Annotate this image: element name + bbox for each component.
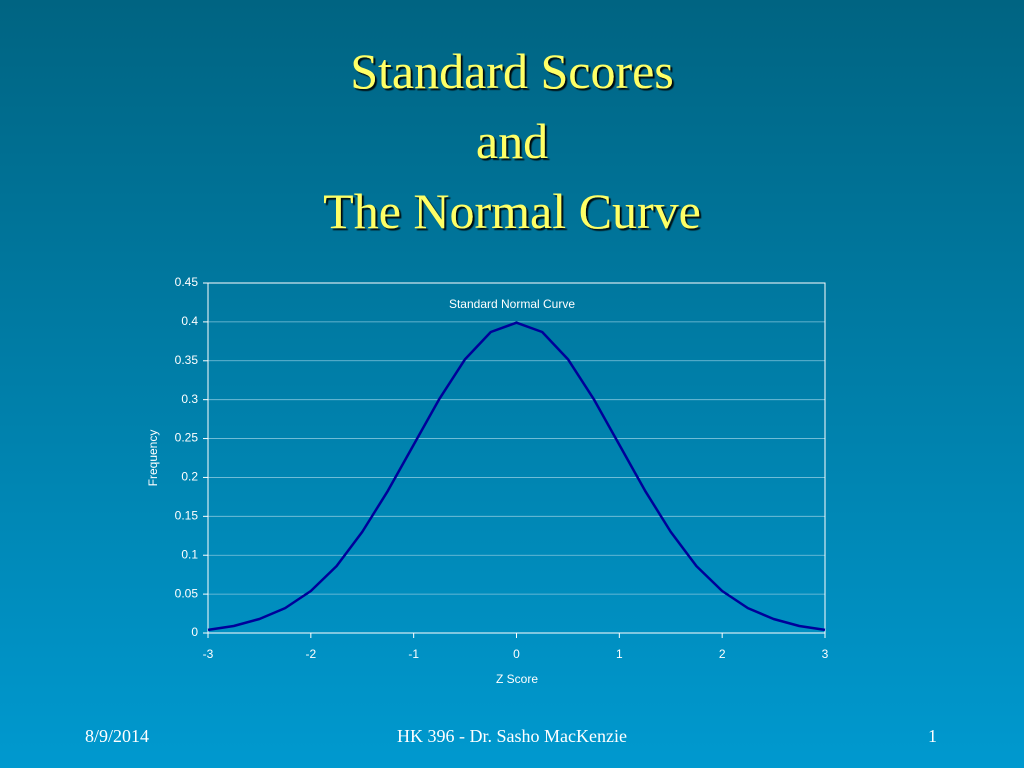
y-tick-label: 0.1 bbox=[181, 547, 198, 561]
y-tick-label: 0 bbox=[191, 625, 198, 639]
slide-title: The Normal Curve bbox=[323, 183, 701, 239]
x-tick-label: -3 bbox=[203, 647, 214, 661]
plot-area bbox=[207, 282, 826, 634]
y-tick-label: 0.15 bbox=[175, 509, 199, 523]
x-tick-label: -1 bbox=[408, 647, 419, 661]
y-tick-label: 0.2 bbox=[181, 470, 198, 484]
x-tick-label: -2 bbox=[305, 647, 316, 661]
x-tick-label: 3 bbox=[822, 647, 829, 661]
data-line bbox=[207, 321, 826, 632]
chart-title: Standard Normal Curve bbox=[449, 297, 575, 311]
y-tick-label: 0.45 bbox=[175, 275, 199, 289]
x-axis-label: Z Score bbox=[496, 672, 538, 686]
footer-date: 8/9/2014 bbox=[85, 726, 149, 746]
y-tick-label: 0.3 bbox=[181, 392, 198, 406]
footer-text: HK 396 - Dr. Sasho MacKenzie bbox=[397, 726, 627, 746]
slide-title: and bbox=[476, 113, 548, 169]
y-tick-label: 0.05 bbox=[175, 586, 199, 600]
y-tick-label: 0.35 bbox=[175, 353, 199, 367]
x-tick-label: 0 bbox=[513, 647, 520, 661]
x-tick-label: 2 bbox=[719, 647, 726, 661]
slide-title: Standard Scores bbox=[350, 43, 674, 99]
y-axis-label: Frequency bbox=[146, 430, 160, 487]
y-tick-label: 0.4 bbox=[181, 314, 198, 328]
page-number: 1 bbox=[928, 726, 937, 746]
y-tick-label: 0.25 bbox=[175, 431, 199, 445]
x-tick-label: 1 bbox=[616, 647, 623, 661]
